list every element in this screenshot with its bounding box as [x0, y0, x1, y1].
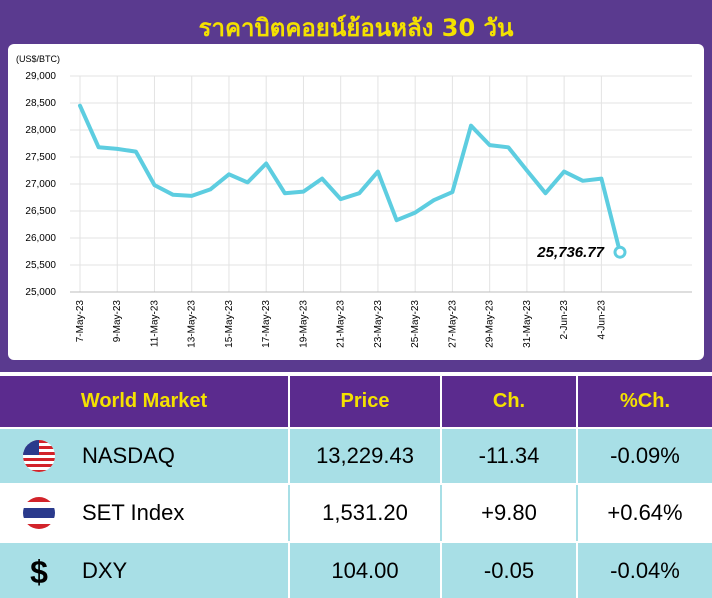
data-point	[544, 191, 548, 195]
change-value: -0.05	[442, 543, 578, 598]
price-value: 13,229.43	[290, 429, 442, 483]
x-tick-label: 15-May-23	[224, 300, 235, 348]
x-tick-label: 21-May-23	[336, 300, 347, 348]
svg-text:$: $	[30, 554, 48, 588]
chart-panel: (US$/BTC) 29,000 28,500 28,000 27,500 27,000 2…	[8, 44, 704, 360]
header-change: Ch.	[442, 376, 578, 427]
market-name: DXY	[82, 557, 128, 583]
header-price: Price	[290, 376, 442, 427]
pct-change-value: -0.09%	[610, 443, 680, 468]
x-tick-label: 31-May-23	[522, 300, 533, 348]
y-tick-label: 27,000	[25, 179, 56, 190]
x-tick-label: 9-May-23	[112, 300, 123, 343]
data-point	[357, 191, 361, 195]
data-point	[134, 150, 138, 154]
y-tick-label: 25,000	[25, 287, 56, 298]
x-tick-label: 13-May-23	[187, 300, 198, 348]
change-value: -11.34	[442, 429, 578, 483]
data-point	[450, 190, 454, 194]
data-point	[469, 124, 473, 128]
data-point	[506, 145, 510, 149]
data-point	[395, 218, 399, 222]
table-row: $ DXY 104.00 -0.05 -0.04%	[0, 543, 712, 598]
price-value: 104.00	[290, 543, 442, 598]
y-tick-label: 28,000	[25, 125, 56, 136]
data-point	[264, 161, 268, 165]
data-point	[246, 180, 250, 184]
data-point	[115, 147, 119, 151]
data-point	[97, 145, 101, 149]
price-value: 1,531.20	[290, 485, 442, 541]
x-tick-label: 23-May-23	[373, 300, 384, 348]
unit-label: (US$/BTC)	[16, 54, 60, 64]
data-point	[227, 172, 231, 176]
change-value: +9.80	[442, 485, 578, 541]
us-flag-icon	[23, 440, 55, 472]
y-tick-label: 28,500	[25, 98, 56, 109]
data-point	[432, 198, 436, 202]
data-point	[208, 187, 212, 191]
world-market-table: World Market Price Ch. %Ch. NASDAQ	[0, 376, 712, 598]
data-point	[525, 169, 529, 172]
data-point	[320, 177, 324, 181]
x-tick-label: 7-May-23	[75, 300, 86, 343]
pct-change-value: +0.64%	[607, 500, 683, 525]
market-name: NASDAQ	[82, 443, 175, 468]
data-point	[78, 104, 82, 108]
y-tick-label: 27,500	[25, 152, 56, 163]
line-chart: (US$/BTC) 29,000 28,500 28,000 27,500 27,000 2…	[16, 54, 692, 348]
y-tick-label: 26,000	[25, 233, 56, 244]
chart-frame: ราคาบิตคอยน์ย้อนหลัง 30 วัน (US$/BTC) 29,…	[0, 0, 712, 372]
data-point	[152, 183, 156, 187]
x-tick-label: 2-Jun-23	[559, 300, 570, 340]
data-point	[581, 179, 585, 183]
x-tick-label: 17-May-23	[261, 300, 272, 348]
data-point	[488, 143, 492, 147]
x-tick-label: 27-May-23	[447, 300, 458, 348]
data-point	[562, 170, 566, 174]
y-tick-label: 29,000	[25, 71, 56, 82]
y-tick-label: 26,500	[25, 206, 56, 217]
header-world-market: World Market	[0, 376, 290, 427]
data-point	[301, 190, 305, 194]
thai-flag-icon	[23, 497, 55, 529]
y-tick-label: 25,500	[25, 260, 56, 271]
data-point	[190, 194, 194, 198]
chart-title: ราคาบิตคอยน์ย้อนหลัง 30 วัน	[198, 14, 514, 42]
x-tick-label: 25-May-23	[410, 300, 421, 348]
market-name: SET Index	[82, 500, 185, 525]
table-row: SET Index 1,531.20 +9.80 +0.64%	[0, 485, 712, 541]
btc-price-line	[78, 103, 622, 255]
data-point	[171, 193, 175, 197]
x-tick-label: 19-May-23	[298, 300, 309, 348]
table-header: World Market Price Ch. %Ch.	[0, 376, 712, 427]
x-tick-label: 29-May-23	[485, 300, 496, 348]
pct-change-value: -0.04%	[610, 557, 680, 583]
last-point-marker	[613, 245, 627, 259]
x-tick-label: 4-Jun-23	[596, 300, 607, 340]
data-point	[339, 197, 343, 201]
x-tick-label: 11-May-23	[149, 300, 160, 347]
dollar-icon: $	[30, 554, 48, 588]
data-point	[376, 170, 380, 174]
data-point	[283, 191, 287, 195]
data-point	[413, 211, 417, 215]
last-value-label: 25,736.77	[536, 244, 604, 261]
data-point	[599, 177, 603, 181]
header-pct-change: %Ch.	[620, 390, 670, 412]
table-row: NASDAQ 13,229.43 -11.34 -0.09%	[0, 429, 712, 483]
